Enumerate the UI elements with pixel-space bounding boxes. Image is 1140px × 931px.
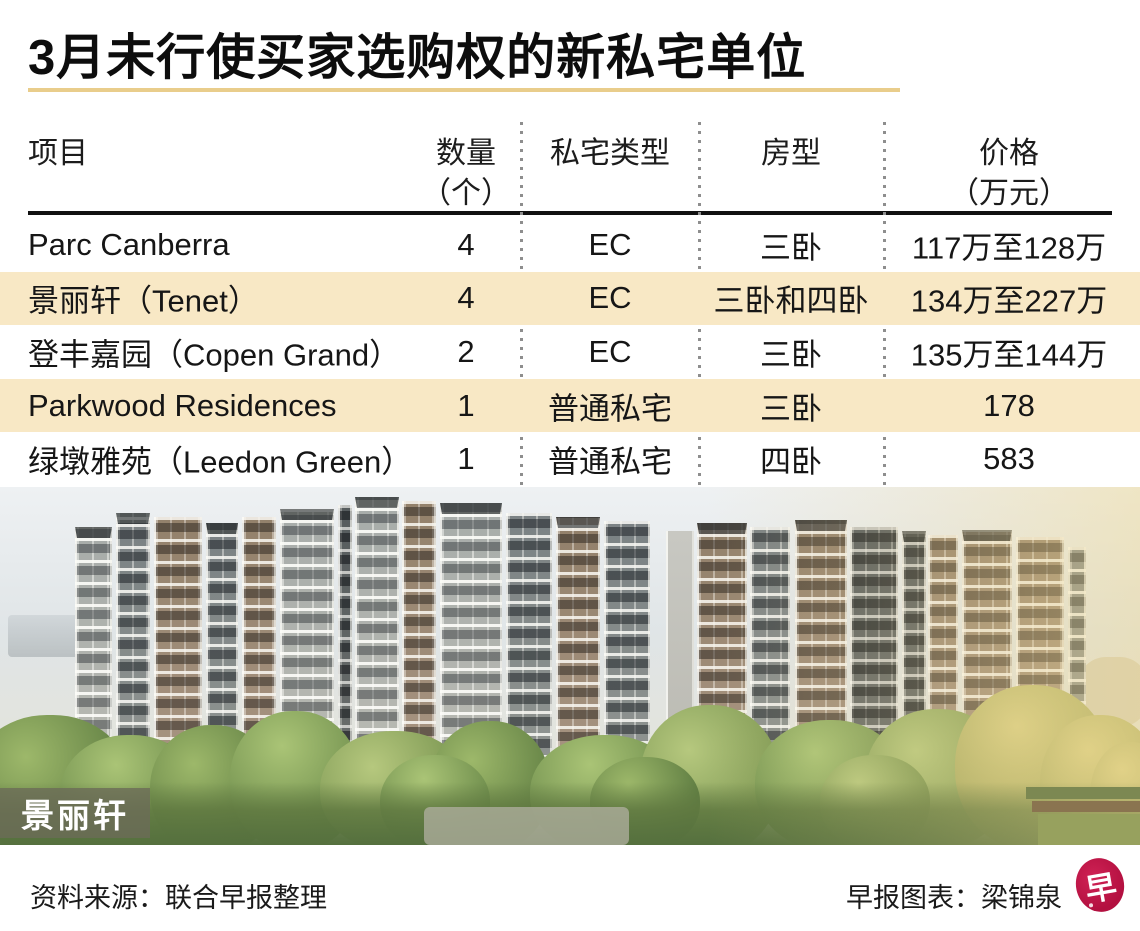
cell-project: 登丰嘉园（Copen Grand） xyxy=(28,337,401,373)
walkway xyxy=(424,807,629,845)
cell-type: EC xyxy=(588,226,632,262)
terrace-hedge xyxy=(1026,787,1140,799)
terrace-step xyxy=(1032,801,1140,812)
table-row: 景丽轩（Tenet） 4 EC 三卧和四卧 134万至227万 xyxy=(0,271,1140,326)
cell-price: 583 xyxy=(983,441,1035,477)
column-header-quantity-unit: （个） xyxy=(421,177,511,210)
cell-price: 135万至144万 xyxy=(910,337,1108,373)
credit-note: 早报图表：梁锦泉 xyxy=(846,883,1062,913)
title-underline xyxy=(28,88,900,92)
condo-tower xyxy=(206,523,238,817)
terrace-lawn xyxy=(1038,814,1140,845)
column-header-project: 项目 xyxy=(28,137,88,170)
header-rule xyxy=(28,211,1112,215)
table-row: Parc Canberra 4 EC 三卧 117万至128万 xyxy=(0,218,1140,272)
column-header-price: 价格 xyxy=(979,137,1039,170)
cell-project: 景丽轩（Tenet） xyxy=(28,283,259,319)
table-row: 绿墩雅苑（Leedon Green） 1 普通私宅 四卧 583 xyxy=(0,432,1140,486)
cell-quantity: 1 xyxy=(457,387,475,423)
table-row: Parkwood Residences 1 普通私宅 三卧 178 xyxy=(0,378,1140,433)
cell-room: 三卧 xyxy=(760,337,822,373)
cell-quantity: 2 xyxy=(457,333,475,369)
cell-type: 普通私宅 xyxy=(548,391,672,427)
column-header-type: 私宅类型 xyxy=(550,137,670,170)
cell-quantity: 4 xyxy=(457,226,475,262)
cell-project: Parkwood Residences xyxy=(28,387,337,423)
cell-room: 三卧 xyxy=(760,230,822,266)
condo-tower xyxy=(338,505,352,817)
table-body: Parc Canberra 4 EC 三卧 117万至128万 景丽轩（Tene… xyxy=(0,218,1140,486)
cell-price: 178 xyxy=(983,387,1035,423)
cell-project: 绿墩雅苑（Leedon Green） xyxy=(28,444,413,480)
zaobao-logo: 早 xyxy=(1070,853,1130,917)
cell-type: EC xyxy=(588,333,632,369)
cell-room: 三卧 xyxy=(760,391,822,427)
zaobao-logo-glyph: 早 xyxy=(1082,868,1119,908)
cell-price: 134万至227万 xyxy=(910,283,1108,319)
photo-caption: 景丽轩 xyxy=(0,788,150,838)
cell-quantity: 4 xyxy=(457,280,475,316)
cell-type: 普通私宅 xyxy=(548,444,672,480)
cell-quantity: 1 xyxy=(457,441,475,477)
cell-room: 三卧和四卧 xyxy=(713,283,869,319)
column-header-quantity: 数量 xyxy=(436,137,496,170)
page-title: 3月未行使买家选购权的新私宅单位 xyxy=(28,31,807,85)
column-header-price-unit: （万元） xyxy=(949,177,1069,210)
cell-room: 四卧 xyxy=(760,444,822,480)
cell-project: Parc Canberra xyxy=(28,226,230,262)
cell-type: EC xyxy=(588,280,632,316)
cell-price: 117万至128万 xyxy=(911,230,1107,266)
column-header-room: 房型 xyxy=(761,137,821,170)
source-note: 资料来源：联合早报整理 xyxy=(30,883,327,913)
table-row: 登丰嘉园（Copen Grand） 2 EC 三卧 135万至144万 xyxy=(0,325,1140,379)
property-photo: 景丽轩 xyxy=(0,487,1140,845)
